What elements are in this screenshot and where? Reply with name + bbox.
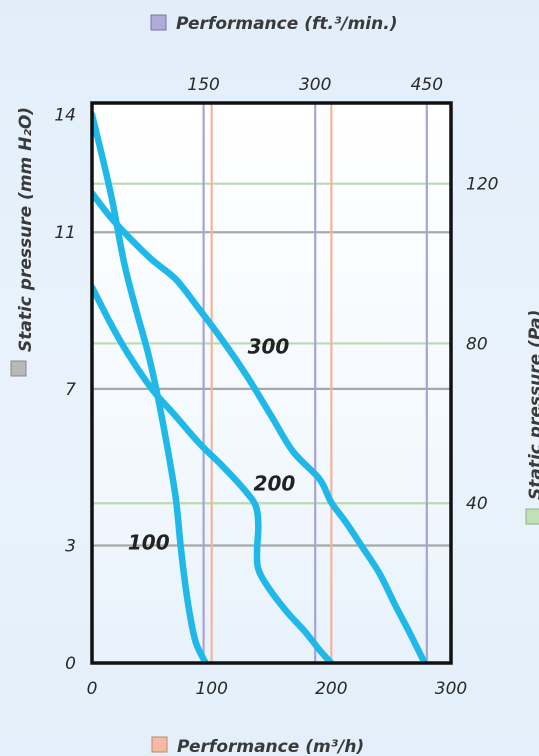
curve-200 [92, 283, 335, 663]
right-axis-title: Static pressure (Pa) [526, 310, 539, 500]
right-tick-120: 120 [466, 175, 498, 195]
plot-frame [90, 101, 453, 665]
bottom-tick-100: 100 [195, 679, 227, 699]
grid-lines [92, 103, 451, 663]
top-tick-450: 450 [411, 75, 443, 95]
curve-labels: 100 200 300 [128, 335, 295, 555]
performance-curves [92, 111, 428, 663]
tick-labels: 0 100 200 300 150 300 450 0 3 7 11 14 40 80 120 [54, 75, 498, 699]
left-tick-3: 3 [65, 537, 76, 557]
bottom-tick-0: 0 [87, 679, 98, 699]
left-tick-11: 11 [54, 223, 76, 243]
bottom-axis-title-group: Performance (m³/h) [151, 736, 364, 756]
top-tick-150: 150 [187, 75, 219, 95]
right-tick-40: 40 [466, 494, 488, 514]
bottom-tick-200: 200 [315, 679, 347, 699]
curve-label-200: 200 [254, 472, 296, 496]
curve-100 [92, 111, 209, 663]
top-tick-300: 300 [299, 75, 331, 95]
top-axis-title-group: Performance (ft.³/min.) [150, 14, 397, 34]
left-axis-title: Static pressure (mm H₂O) [16, 107, 36, 352]
bottom-tick-300: 300 [435, 679, 467, 699]
left-tick-14: 14 [54, 106, 76, 126]
right-axis-swatch [525, 508, 539, 525]
left-tick-0: 0 [65, 654, 76, 674]
right-axis-title-group: Static pressure (Pa) [525, 310, 539, 525]
bottom-axis-title: Performance (m³/h) [177, 737, 364, 756]
left-axis-swatch [10, 360, 27, 377]
left-tick-7: 7 [65, 380, 76, 400]
left-axis-title-group: Static pressure (mm H₂O) [10, 107, 36, 377]
curve-300 [92, 189, 428, 663]
right-tick-80: 80 [466, 334, 488, 354]
top-axis-swatch [150, 14, 167, 31]
top-axis-title: Performance (ft.³/min.) [176, 14, 397, 34]
bottom-axis-swatch [151, 736, 168, 753]
curve-label-300: 300 [248, 335, 290, 359]
curve-label-100: 100 [128, 530, 170, 554]
